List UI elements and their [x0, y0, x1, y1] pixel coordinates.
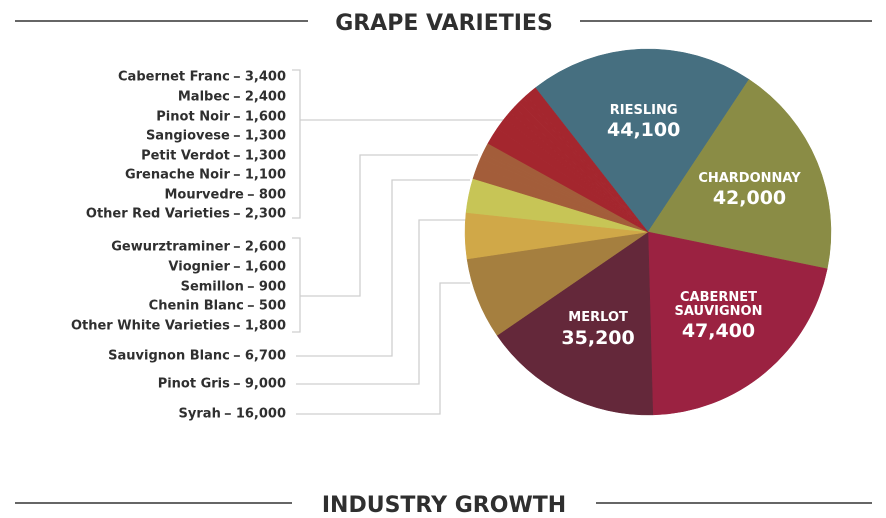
label-name: Viognier — [168, 260, 230, 275]
pie-slice — [525, 87, 649, 233]
label-name: Malbec — [178, 90, 230, 105]
label-value: 1,300 — [245, 149, 286, 164]
slice-value: 47,400 — [681, 320, 756, 343]
label-value: 16,000 — [236, 407, 286, 422]
slice-label: RIESLING 44,100 — [579, 102, 709, 142]
label-value: 1,100 — [245, 168, 286, 183]
label-name: Petit Verdot — [141, 149, 230, 164]
label-value: 2,300 — [245, 207, 286, 222]
label-name: Pinot Noir — [156, 110, 230, 125]
leader-line — [296, 282, 470, 415]
slice-value: 44,100 — [607, 119, 681, 142]
label-value: 2,400 — [245, 90, 286, 105]
label-name: Semillon — [181, 280, 244, 295]
label-name: Mourvedre — [165, 188, 245, 203]
slice-label: CHARDONNAY 42,000 — [684, 170, 814, 209]
label-value: 500 — [259, 299, 286, 314]
label-name: Grenache Noir — [125, 168, 230, 183]
label-name: Sauvignon Blanc — [108, 349, 230, 364]
leader-lines — [292, 69, 505, 415]
slice-value: 35,200 — [561, 326, 635, 349]
label-value: 6,700 — [245, 349, 286, 364]
label-value: 1,300 — [245, 129, 286, 144]
slice-name: CABERNET SAUVIGNON — [674, 289, 763, 319]
label-value: 1,600 — [245, 110, 286, 125]
label-value: 9,000 — [245, 377, 286, 392]
label-name: Chenin Blanc — [149, 299, 244, 314]
slice-label: CABERNET SAUVIGNON 47,400 — [653, 289, 783, 343]
label-name: Other White Varieties — [71, 319, 230, 334]
label-value: 3,400 — [245, 70, 286, 85]
leader-line — [296, 179, 470, 357]
bracket — [292, 69, 301, 219]
label-name: Pinot Gris — [158, 377, 230, 392]
pie-slice — [496, 231, 654, 416]
label-value: 1,600 — [245, 260, 286, 275]
label-name: Other Red Varieties — [86, 207, 230, 222]
chart-title: GRAPE VARIETIES — [335, 11, 553, 36]
pie-slice — [647, 231, 828, 416]
label-name: Sangiovese — [146, 129, 230, 144]
pie-slice — [534, 48, 750, 233]
slice-value: 42,000 — [712, 186, 787, 209]
label-value: 2,600 — [245, 240, 286, 255]
label-value: 1,800 — [245, 319, 286, 334]
bracket — [292, 237, 301, 333]
section-title: INDUSTRY GROWTH — [322, 493, 566, 518]
label-value: 800 — [259, 188, 286, 203]
label-name: Syrah — [179, 407, 221, 422]
label-value: 900 — [259, 280, 286, 295]
label-name: Cabernet Franc — [118, 70, 230, 85]
label-name: Gewurztraminer — [111, 240, 230, 255]
slice-name: MERLOT — [568, 310, 628, 326]
slice-name: RIESLING — [609, 102, 678, 118]
leader-line — [300, 154, 478, 297]
leader-line — [296, 219, 466, 385]
slice-name: CHARDONNAY — [698, 170, 801, 186]
slice-label: MERLOT 35,200 — [533, 310, 663, 349]
pie-slice — [647, 79, 832, 270]
